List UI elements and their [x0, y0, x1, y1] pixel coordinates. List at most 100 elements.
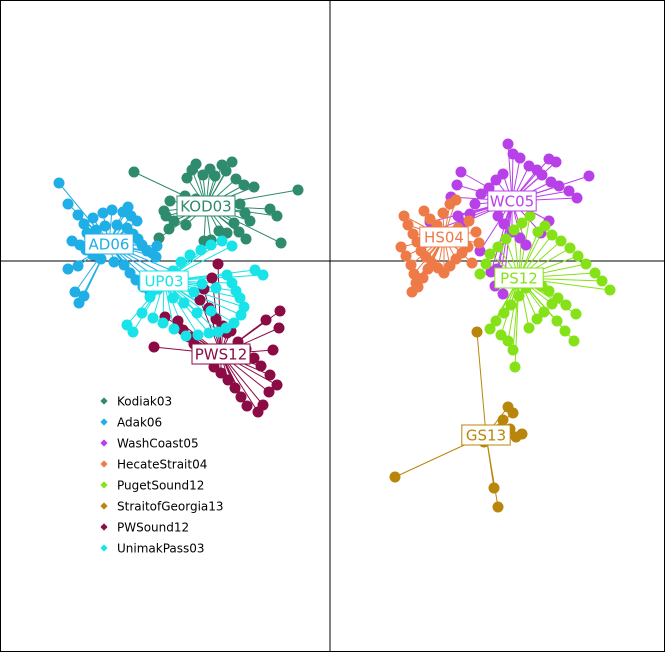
point-ps12-39	[516, 217, 528, 229]
point-pws12-35	[274, 305, 286, 317]
point-up03-28	[249, 264, 261, 276]
label-kod03: KOD03	[180, 198, 231, 216]
point-wc05-23	[497, 168, 509, 180]
point-ps12-30	[551, 315, 563, 327]
point-ps12-24	[507, 344, 519, 356]
point-up03-0	[221, 269, 233, 281]
point-ps12-34	[480, 258, 492, 270]
point-kod03-8	[220, 165, 232, 177]
point-ad06-10	[131, 215, 143, 227]
legend-label-washcoast05: WashCoast05	[117, 437, 199, 451]
point-kod03-21	[213, 225, 225, 237]
label-ps12: PS12	[500, 270, 538, 288]
point-up03-25	[205, 239, 217, 251]
point-up03-31	[188, 286, 200, 298]
point-ps12-19	[498, 307, 510, 319]
point-ps12-17	[513, 290, 525, 302]
point-ps12-7	[589, 267, 601, 279]
point-kod03-6	[197, 169, 209, 181]
point-wc05-2	[514, 152, 526, 164]
point-up03-3	[234, 292, 246, 304]
point-ps12-23	[502, 335, 514, 347]
point-gs13-2	[507, 407, 519, 419]
point-ad06-26	[95, 253, 107, 265]
label-box-wc05	[487, 190, 537, 212]
point-ps12-6	[580, 258, 592, 270]
point-kod03-5	[181, 172, 193, 184]
segment-gs13-0	[476, 331, 487, 436]
point-wc05-0	[502, 138, 514, 150]
point-up03-13	[157, 317, 169, 329]
point-up03-14	[147, 312, 159, 324]
point-kod03-11	[248, 181, 260, 193]
point-pws12-0	[212, 258, 224, 270]
point-ps12-10	[570, 308, 582, 320]
point-pws12-14	[263, 386, 275, 398]
label-ad06: AD06	[89, 236, 130, 254]
point-ps12-21	[484, 323, 496, 335]
point-ad06-30	[130, 274, 142, 286]
point-kod03-3	[226, 156, 238, 168]
point-ad06-4	[87, 212, 99, 224]
label-box-gs13	[461, 424, 511, 446]
point-up03-6	[228, 317, 240, 329]
segment-pws12-0	[217, 263, 222, 355]
legend-marker-kodiak03	[100, 397, 108, 405]
legend-label-unimakpass03: UnimakPass03	[117, 542, 205, 556]
point-wc05-9	[571, 192, 583, 204]
point-gs13-3	[497, 414, 509, 426]
point-up03-36	[210, 282, 222, 294]
point-ps12-28	[538, 306, 550, 318]
point-kod03-25	[168, 215, 180, 227]
point-hs04-13	[418, 205, 430, 217]
point-up03-24	[195, 244, 207, 256]
point-ps12-3	[555, 235, 567, 247]
point-pws12-34	[273, 322, 285, 334]
point-up03-32	[205, 305, 217, 317]
point-up03-23	[184, 249, 196, 261]
point-wc05-20	[475, 188, 487, 200]
point-wc05-12	[543, 153, 555, 165]
point-pws12-30	[148, 341, 160, 353]
point-hs04-27	[422, 263, 434, 275]
legend-marker-hecatestrait04	[100, 460, 108, 468]
point-kod03-18	[228, 217, 240, 229]
point-wc05-5	[536, 169, 548, 181]
legend-marker-pugetsound12	[100, 481, 108, 489]
point-ad06-13	[99, 220, 111, 232]
point-wc05-25	[498, 218, 510, 230]
label-up03: UP03	[144, 273, 183, 291]
point-ps12-18	[505, 299, 517, 311]
point-wc05-28	[520, 239, 532, 251]
point-pws12-11	[255, 360, 267, 372]
point-ps12-4	[564, 242, 576, 254]
point-gs13-8	[488, 482, 500, 494]
point-hs04-19	[395, 241, 407, 253]
point-kod03-19	[233, 226, 245, 238]
point-pws12-18	[235, 391, 247, 403]
point-wc05-24	[492, 210, 504, 222]
point-up03-11	[180, 330, 192, 342]
point-pws12-17	[241, 400, 253, 412]
point-ps12-38	[508, 224, 520, 236]
point-ps12-40	[524, 210, 536, 222]
legend: Kodiak03 Adak06 WashCoast05 HecateStrait04 P…	[100, 395, 224, 556]
label-box-ad06	[84, 233, 134, 255]
point-ad06-5	[97, 207, 109, 219]
point-hs04-22	[408, 268, 420, 280]
point-kod03-10	[238, 179, 250, 191]
point-ps12-29	[546, 298, 558, 310]
point-hs04-32	[473, 237, 485, 249]
point-up03-33	[191, 307, 203, 319]
point-kod03-13	[264, 203, 276, 215]
point-ps12-11	[560, 299, 572, 311]
point-up03-17	[121, 319, 133, 331]
point-up03-27	[226, 240, 238, 252]
legend-marker-washcoast05	[100, 439, 108, 447]
point-up03-5	[235, 309, 247, 321]
point-up03-12	[168, 323, 180, 335]
point-ad06-42	[151, 240, 163, 252]
legend-marker-straitofgeorgia13	[100, 502, 108, 510]
point-kod03-9	[230, 173, 242, 185]
